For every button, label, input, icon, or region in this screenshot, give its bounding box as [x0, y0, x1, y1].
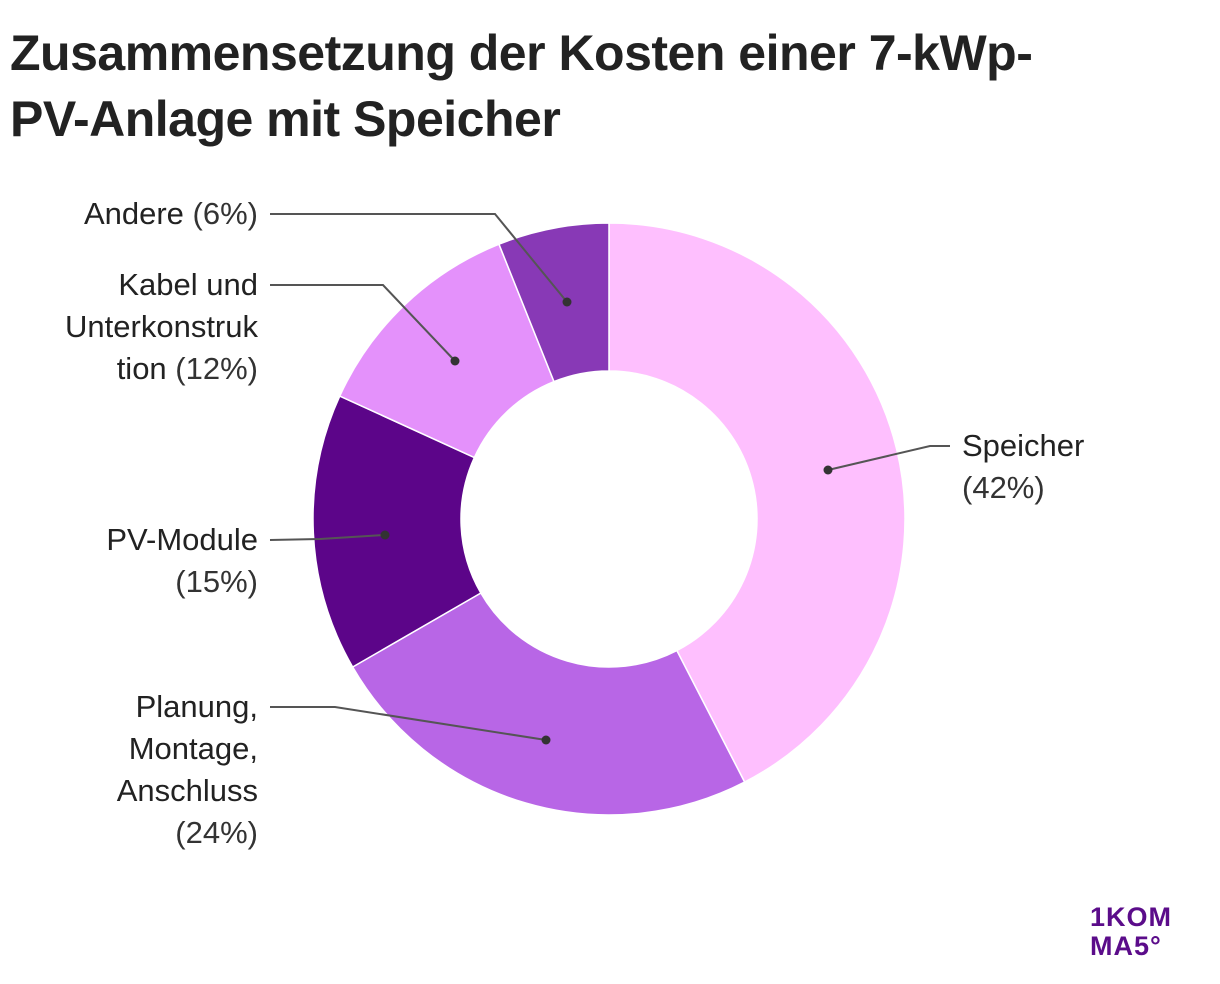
label-planung-pct: (24%)	[175, 815, 258, 850]
leader-dot-kabel	[450, 356, 460, 366]
leader-line-andere	[270, 213, 568, 303]
donut-slice-speicher	[608, 222, 906, 784]
label-pvmodule: PV-Module (15%)	[106, 519, 258, 603]
leader-line-speicher	[827, 445, 950, 471]
label-planung-line-3: Anschluss	[116, 773, 258, 808]
label-pvmodule-name: PV-Module	[106, 522, 258, 557]
chart-title-line-2: PV-Anlage mit Speicher	[10, 91, 561, 147]
brand-logo: 1KOM MA5°	[1090, 903, 1200, 961]
label-pvmodule-pct: (15%)	[175, 564, 258, 599]
chart-title: Zusammensetzung der Kosten einer 7-kWp- …	[10, 20, 1210, 152]
label-andere-name: Andere	[83, 196, 184, 231]
label-kabel-line-1: Kabel und	[118, 267, 258, 302]
label-kabel-line-3: tion	[116, 351, 167, 386]
label-andere-pct: (6%)	[192, 196, 258, 231]
leader-dot-speicher	[823, 465, 833, 475]
brand-logo-line-2: MA5°	[1090, 931, 1162, 961]
leader-dot-pvmodule	[380, 530, 390, 540]
leader-lines	[269, 213, 950, 745]
donut-slices	[312, 222, 906, 816]
label-kabel: Kabel und Unterkonstruk tion (12%)	[65, 264, 258, 390]
label-planung: Planung, Montage, Anschluss (24%)	[117, 686, 258, 854]
donut-slice-planung-montage-anschluss	[351, 591, 746, 816]
label-speicher-name: Speicher	[962, 428, 1085, 463]
label-kabel-line-2: Unterkonstruk	[65, 309, 258, 344]
label-kabel-pct: (12%)	[175, 351, 258, 386]
label-planung-line-1: Planung,	[135, 689, 258, 724]
label-planung-line-2: Montage,	[128, 731, 258, 766]
label-speicher-pct: (42%)	[962, 470, 1045, 505]
leader-line-pvmodule	[269, 534, 386, 541]
leader-dot-planung	[541, 735, 551, 745]
chart-title-line-1: Zusammensetzung der Kosten einer 7-kWp-	[10, 25, 1033, 81]
brand-logo-line-1: 1KOM	[1090, 902, 1173, 932]
leader-dot-andere	[562, 297, 572, 307]
leader-line-planung	[270, 706, 547, 741]
label-andere: Andere (6%)	[84, 193, 258, 235]
label-speicher: Speicher (42%)	[962, 425, 1084, 509]
leader-line-kabel	[270, 284, 456, 362]
donut-slice-andere	[498, 222, 610, 383]
donut-slice-pv-module	[312, 395, 482, 669]
